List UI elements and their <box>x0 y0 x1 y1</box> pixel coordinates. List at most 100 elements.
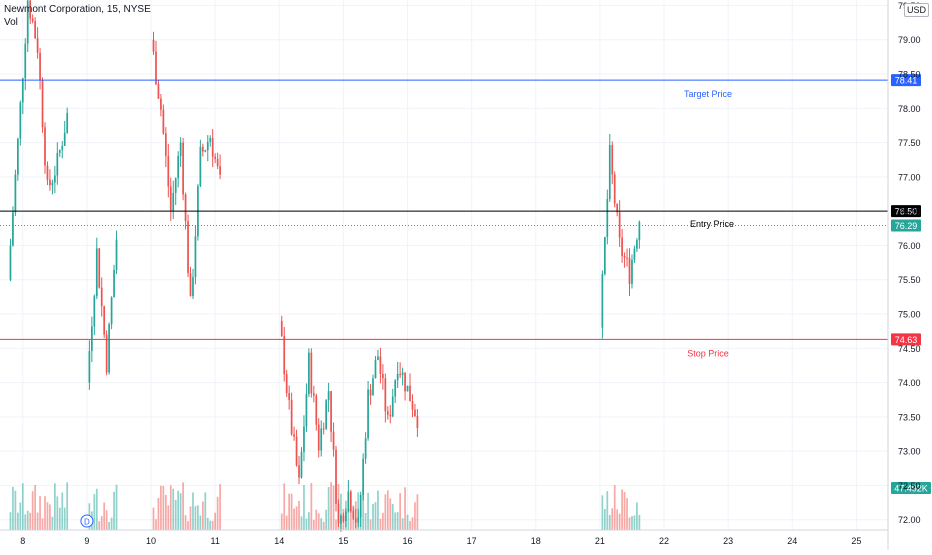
volume-bar <box>369 519 372 530</box>
candle-body <box>63 132 66 146</box>
x-tick-label: 8 <box>20 536 25 546</box>
volume-bar <box>187 521 189 530</box>
volume-bar <box>113 491 115 530</box>
candle-body <box>340 515 342 524</box>
volume-bar <box>29 512 32 530</box>
volume-bar <box>160 485 162 530</box>
volume-bar <box>17 512 19 530</box>
candle-body <box>616 203 619 213</box>
candle-body <box>295 436 298 466</box>
volume-bar <box>93 494 96 530</box>
volume-bar <box>295 506 298 530</box>
candle-body <box>611 145 614 175</box>
volume-bar <box>305 518 308 530</box>
volume-bar <box>214 512 217 530</box>
candle-body <box>601 274 604 328</box>
candle-body <box>206 141 209 151</box>
volume-bar <box>21 483 24 530</box>
volume-bar <box>623 491 626 530</box>
volume-bar <box>182 482 184 530</box>
candle-body <box>21 78 24 103</box>
volume-bar <box>31 491 34 530</box>
price-level-badge <box>891 205 921 218</box>
volume-bar <box>411 517 414 530</box>
dividend-marker-label: D <box>84 518 90 527</box>
candle-body <box>26 0 29 44</box>
candle-body <box>192 277 194 297</box>
candle-body <box>283 335 286 375</box>
y-tick-label: 74.00 <box>898 378 921 388</box>
candle-body <box>152 39 155 52</box>
volume-bar <box>349 508 352 530</box>
candle-body <box>61 145 64 150</box>
volume-bar <box>95 488 98 530</box>
volume-bar <box>219 484 221 530</box>
volume-bar <box>184 515 187 530</box>
volume-bar <box>155 519 157 530</box>
volume-bar <box>386 490 389 530</box>
volume-bar <box>204 492 207 530</box>
volume-bar <box>312 519 315 530</box>
volume-bar <box>192 492 194 530</box>
candle-body <box>53 175 56 183</box>
candle-body <box>19 102 22 139</box>
candle-body <box>157 84 160 99</box>
y-tick-label: 77.50 <box>898 138 921 148</box>
candle-body <box>280 320 283 336</box>
candle-body <box>352 510 355 519</box>
candle-body <box>416 415 419 429</box>
price-level-badge <box>891 333 921 346</box>
volume-bar <box>197 505 199 530</box>
volume-bar <box>201 501 204 530</box>
candle-body <box>638 221 641 241</box>
x-tick-label: 16 <box>403 536 413 546</box>
currency-button[interactable]: USD <box>903 3 929 17</box>
price-level-badge <box>891 74 921 87</box>
candle-body <box>626 257 628 259</box>
x-tick-label: 22 <box>659 536 669 546</box>
volume-bar <box>41 518 44 530</box>
volume-bar <box>608 514 611 530</box>
candle-body <box>374 360 377 379</box>
volume-bar <box>14 490 17 530</box>
candle-body <box>298 465 300 478</box>
volume-bar <box>172 488 175 530</box>
candle-body <box>305 394 308 427</box>
candle-body <box>303 426 305 452</box>
volume-bar <box>374 502 377 530</box>
dividend-marker <box>80 514 94 528</box>
volume-bar <box>327 487 330 530</box>
volume-bar <box>36 512 39 530</box>
x-tick-label: 17 <box>467 536 477 546</box>
candle-body <box>384 378 387 412</box>
y-tick-label: 77.00 <box>898 172 921 182</box>
volume-bar <box>325 509 328 530</box>
volume-bar <box>100 516 103 530</box>
candle-body <box>310 352 313 394</box>
candle-body <box>204 150 207 152</box>
candle-body <box>372 378 374 396</box>
price-level-badge-text: 74.63 <box>895 335 918 345</box>
price-level-label: Entry Price <box>690 219 734 229</box>
candle-body <box>93 296 96 327</box>
volume-bar <box>61 492 64 530</box>
price-level-badge-text: 78.41 <box>895 76 918 86</box>
candle-body <box>100 287 103 307</box>
volume-bar <box>206 517 209 530</box>
candle-body <box>24 43 27 79</box>
volume-bar <box>298 500 300 530</box>
volume-bar <box>9 512 12 530</box>
candle-body <box>90 326 93 352</box>
candle-body <box>182 142 184 195</box>
candle-body <box>411 401 414 410</box>
candle-body <box>396 373 399 381</box>
volume-bar <box>628 517 631 530</box>
candle-body <box>623 255 626 258</box>
candle-body <box>290 399 293 435</box>
volume-bar <box>335 519 337 530</box>
volume-bar <box>216 496 219 530</box>
volume-label: Vol <box>4 17 18 28</box>
volume-bar <box>364 513 367 530</box>
volume-bar <box>362 487 365 530</box>
